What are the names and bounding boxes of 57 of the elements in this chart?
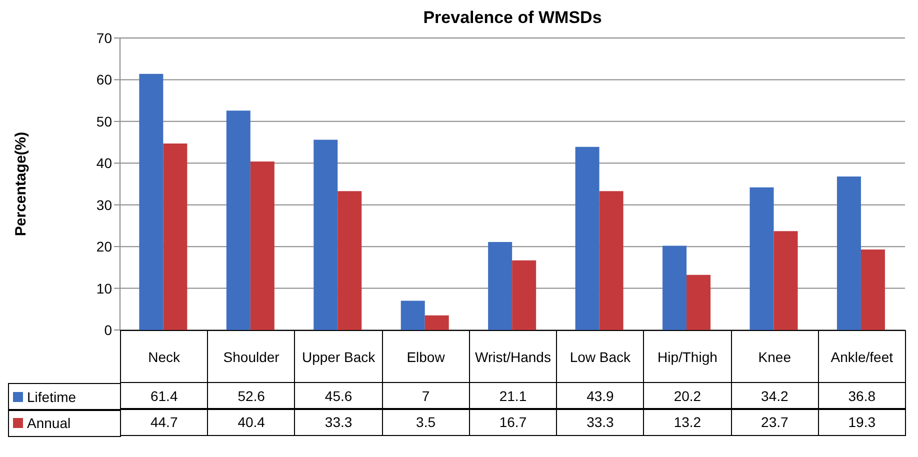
x-tick-label: Upper Back — [294, 330, 383, 383]
legend-label: Annual — [8, 409, 121, 437]
bar — [836, 176, 861, 330]
data-label: 33.3 — [556, 408, 644, 436]
x-tick-label: Hip/Thigh — [643, 330, 732, 383]
data-label: 40.4 — [207, 408, 296, 436]
data-label: 45.6 — [294, 382, 383, 410]
bar — [512, 260, 536, 330]
y-axis-title: Percentage(%) — [12, 132, 30, 236]
bar — [338, 191, 362, 330]
bar — [250, 161, 274, 330]
data-label: 3.5 — [382, 408, 470, 436]
y-tick-label: 40 — [96, 155, 112, 172]
bar — [860, 249, 885, 330]
bar — [774, 231, 798, 330]
data-label: 20.2 — [643, 382, 732, 410]
bar — [400, 300, 425, 330]
bar — [686, 274, 711, 330]
x-tick-label: Wrist/Hands — [468, 330, 558, 383]
y-tick-label: 50 — [96, 113, 112, 130]
chart-title: Prevalence of WMSDs — [422, 8, 603, 28]
data-label: 43.9 — [556, 382, 644, 410]
x-tick-label: Low Back — [556, 330, 644, 383]
y-tick-label: 20 — [96, 238, 112, 255]
data-label: 23.7 — [730, 408, 819, 436]
x-tick-label: Knee — [730, 330, 819, 383]
bar — [163, 144, 188, 330]
bar — [750, 187, 774, 330]
x-tick-label: Shoulder — [207, 330, 296, 383]
y-tick-label: 0 — [104, 322, 112, 338]
data-label: 19.3 — [818, 408, 906, 436]
bar — [139, 74, 164, 330]
y-tick-label: 60 — [96, 72, 112, 88]
data-label: 34.2 — [730, 382, 819, 410]
bar — [424, 315, 449, 330]
x-tick-label: Elbow — [382, 330, 470, 383]
bar — [314, 140, 338, 330]
data-label: 13.2 — [643, 408, 732, 436]
y-tick-label: 30 — [96, 196, 112, 213]
data-label: 36.8 — [818, 382, 906, 410]
data-label: 61.4 — [120, 382, 208, 410]
data-label: 21.1 — [468, 382, 558, 410]
y-tick-label: 70 — [96, 30, 112, 46]
x-tick-label: Ankle/feet — [818, 330, 906, 383]
bar — [488, 242, 512, 330]
bar — [575, 146, 600, 330]
data-label: 7 — [382, 382, 470, 410]
y-tick-label: 10 — [96, 280, 112, 296]
data-label: 16.7 — [468, 408, 558, 436]
bar — [226, 110, 250, 330]
data-label: 44.7 — [120, 408, 208, 436]
legend-label: Lifetime — [8, 383, 121, 411]
data-label: 52.6 — [207, 382, 296, 410]
bar — [662, 246, 687, 330]
bar — [599, 191, 624, 330]
x-tick-label: Neck — [120, 330, 208, 383]
data-label: 33.3 — [294, 408, 383, 436]
